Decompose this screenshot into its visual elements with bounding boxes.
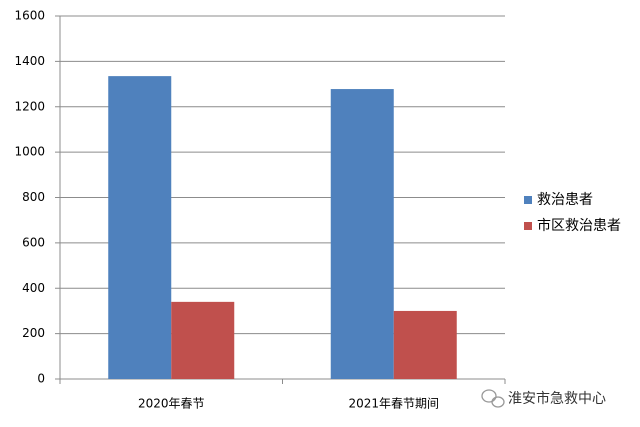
watermark: 淮安市急救中心 bbox=[508, 390, 606, 407]
bar bbox=[393, 310, 457, 379]
y-tick-label: 200 bbox=[22, 326, 45, 340]
y-tick-label: 1200 bbox=[14, 99, 45, 113]
bar bbox=[108, 76, 172, 379]
legend-label: 市区救治患者 bbox=[537, 217, 621, 234]
bar bbox=[330, 89, 394, 380]
y-tick-label: 1600 bbox=[14, 9, 45, 23]
legend-label: 救治患者 bbox=[537, 192, 593, 208]
y-tick-label: 800 bbox=[22, 190, 45, 204]
watermark-icon bbox=[481, 389, 505, 408]
y-tick-label: 1400 bbox=[14, 54, 45, 68]
y-tick-label: 0 bbox=[37, 372, 45, 386]
bar bbox=[171, 301, 235, 379]
legend-swatch bbox=[524, 196, 532, 204]
x-tick-label: 2020年春节 bbox=[138, 397, 205, 411]
x-tick-label: 2021年春节期间 bbox=[348, 397, 439, 411]
y-tick-label: 600 bbox=[22, 235, 45, 249]
y-tick-label: 400 bbox=[22, 281, 45, 295]
y-tick-label: 1000 bbox=[14, 145, 45, 159]
legend-swatch bbox=[524, 222, 532, 230]
